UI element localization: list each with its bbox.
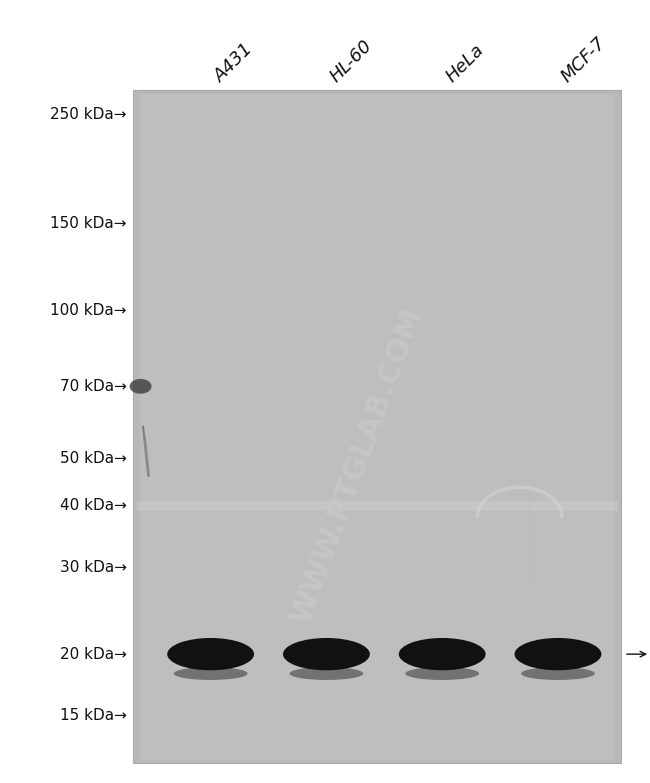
Ellipse shape (289, 667, 363, 680)
Text: HeLa: HeLa (442, 41, 488, 86)
Ellipse shape (399, 638, 486, 670)
Text: 20 kDa→: 20 kDa→ (60, 647, 127, 662)
Ellipse shape (283, 638, 370, 670)
Ellipse shape (174, 667, 248, 680)
Text: 15 kDa→: 15 kDa→ (60, 708, 127, 723)
Text: 40 kDa→: 40 kDa→ (60, 499, 127, 514)
Bar (140, 94, 614, 760)
Text: 250 kDa→: 250 kDa→ (50, 106, 127, 121)
Text: 50 kDa→: 50 kDa→ (60, 451, 127, 466)
Text: 30 kDa→: 30 kDa→ (60, 560, 127, 575)
Bar (140, 94, 614, 760)
Text: MCF-7: MCF-7 (558, 34, 610, 86)
Text: 70 kDa→: 70 kDa→ (60, 379, 127, 394)
Text: HL-60: HL-60 (326, 37, 376, 86)
Ellipse shape (515, 638, 601, 670)
Ellipse shape (521, 667, 595, 680)
Text: A431: A431 (211, 40, 257, 86)
Ellipse shape (167, 638, 254, 670)
Text: 150 kDa→: 150 kDa→ (50, 216, 127, 231)
Text: 100 kDa→: 100 kDa→ (50, 302, 127, 318)
Bar (140, 94, 614, 760)
Ellipse shape (406, 667, 479, 680)
Text: WWW.PTGLAB.COM: WWW.PTGLAB.COM (287, 304, 428, 628)
Ellipse shape (129, 379, 151, 394)
Bar (136, 501, 618, 511)
Bar (133, 90, 621, 763)
